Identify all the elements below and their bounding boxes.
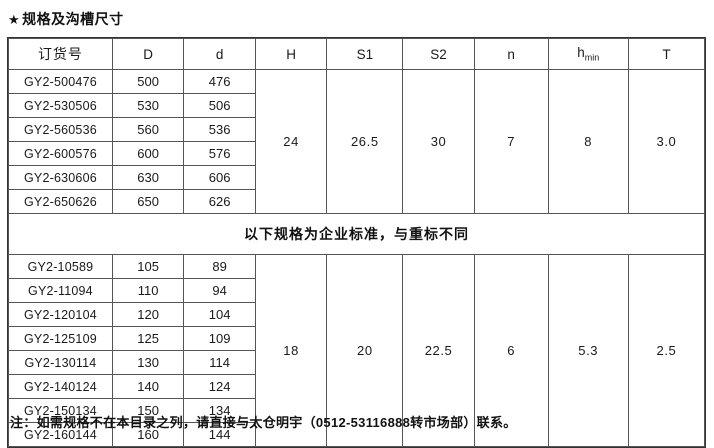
table-row: GY2-530506 530 506 bbox=[8, 93, 705, 118]
cell-d: 144 bbox=[183, 422, 256, 447]
cell-D: 110 bbox=[111, 278, 185, 303]
column-header-S1: S1 bbox=[326, 38, 404, 70]
table-row: GY2-630606 630 606 bbox=[8, 165, 705, 190]
cell-code: GY2-500476 bbox=[8, 69, 113, 94]
cell-code: GY2-600576 bbox=[8, 141, 113, 166]
cell-code: GY2-10589 bbox=[8, 254, 113, 279]
cell-S1-merged: 26.5 bbox=[326, 69, 404, 214]
spec-table: 订货号 D d H S1 S2 n hmin T GY2-500476 500 … bbox=[8, 38, 706, 447]
column-header-hmin: hmin bbox=[547, 38, 629, 70]
cell-H-merged: 18 bbox=[254, 254, 328, 447]
cell-code: GY2-630606 bbox=[8, 165, 113, 190]
column-header-S2: S2 bbox=[402, 38, 475, 70]
cell-d: 89 bbox=[183, 254, 256, 279]
cell-d: 109 bbox=[183, 326, 256, 351]
column-header-H: H bbox=[254, 38, 328, 70]
page-title-text: 规格及沟槽尺寸 bbox=[22, 11, 124, 27]
table-row: GY2-650626 650 626 bbox=[8, 189, 705, 214]
cell-n-merged: 6 bbox=[473, 254, 549, 447]
cell-D: 140 bbox=[111, 374, 185, 399]
column-header-T: T bbox=[627, 38, 706, 70]
cell-hmin-merged: 5.3 bbox=[547, 254, 629, 447]
table-row: GY2-150134 150 134 bbox=[8, 398, 705, 423]
cell-code: GY2-530506 bbox=[8, 93, 113, 118]
table-row: GY2-500476 500 476 24 26.5 30 7 8 3.0 bbox=[8, 69, 706, 214]
cell-d: 626 bbox=[183, 189, 256, 214]
cell-d: 506 bbox=[183, 93, 256, 118]
header-row: 订货号 D d H S1 S2 n hmin T bbox=[8, 38, 706, 70]
table-row: GY2-600576 600 576 bbox=[8, 141, 705, 166]
column-header-n: n bbox=[473, 38, 549, 70]
table-row: GY2-130114 130 114 bbox=[8, 350, 705, 375]
cell-d: 124 bbox=[183, 374, 256, 399]
cell-D: 120 bbox=[111, 302, 185, 327]
table-row: GY2-120104 120 104 bbox=[8, 302, 705, 327]
column-header-code: 订货号 bbox=[8, 38, 113, 70]
cell-S1-merged: 20 bbox=[326, 254, 404, 447]
cell-d: 576 bbox=[183, 141, 256, 166]
cell-D: 500 bbox=[111, 69, 185, 94]
cell-hmin-merged: 8 bbox=[547, 69, 629, 214]
cell-code: GY2-150134 bbox=[8, 398, 113, 423]
cell-T-merged: 2.5 bbox=[627, 254, 706, 447]
cell-n-merged: 7 bbox=[473, 69, 549, 214]
cell-D: 600 bbox=[111, 141, 185, 166]
cell-d: 476 bbox=[183, 69, 256, 94]
cell-D: 130 bbox=[111, 350, 185, 375]
separator-note-text: 以下规格为企业标准，与重标不同 bbox=[8, 213, 705, 255]
cell-code: GY2-140124 bbox=[8, 374, 113, 399]
table-row: GY2-125109 125 109 bbox=[8, 326, 705, 351]
cell-D: 160 bbox=[111, 422, 185, 447]
table-separator-note-row: 以下规格为企业标准，与重标不同 bbox=[8, 213, 705, 255]
spec-table-container: 订货号 D d H S1 S2 n hmin T GY2-500476 500 … bbox=[7, 37, 706, 448]
star-icon: ★ bbox=[8, 12, 21, 27]
cell-D: 530 bbox=[111, 93, 185, 118]
cell-S2-merged: 30 bbox=[402, 69, 475, 214]
table-header: 订货号 D d H S1 S2 n hmin T bbox=[8, 38, 706, 70]
cell-d: 114 bbox=[183, 350, 256, 375]
table-body: GY2-500476 500 476 24 26.5 30 7 8 3.0 GY… bbox=[8, 69, 706, 447]
column-header-D: D bbox=[111, 38, 185, 70]
cell-d: 104 bbox=[183, 302, 256, 327]
cell-D: 150 bbox=[111, 398, 185, 423]
cell-D: 650 bbox=[111, 189, 185, 214]
cell-S2-merged: 22.5 bbox=[402, 254, 475, 447]
cell-T-merged: 3.0 bbox=[627, 69, 706, 214]
cell-D: 105 bbox=[111, 254, 185, 279]
cell-d: 606 bbox=[183, 165, 256, 190]
column-header-d: d bbox=[183, 38, 256, 70]
cell-code: GY2-120104 bbox=[8, 302, 113, 327]
cell-code: GY2-650626 bbox=[8, 189, 113, 214]
cell-D: 630 bbox=[111, 165, 185, 190]
hmin-base: h bbox=[577, 45, 585, 61]
cell-D: 125 bbox=[111, 326, 185, 351]
hmin-subscript: min bbox=[584, 52, 600, 63]
page-title: ★ 规格及沟槽尺寸 bbox=[8, 9, 124, 29]
cell-H-merged: 24 bbox=[254, 69, 328, 214]
cell-D: 560 bbox=[111, 117, 185, 142]
cell-code: GY2-11094 bbox=[8, 278, 113, 303]
cell-d: 536 bbox=[183, 117, 256, 142]
cell-code: GY2-130114 bbox=[8, 350, 113, 375]
table-row: GY2-560536 560 536 bbox=[8, 117, 705, 142]
cell-code: GY2-560536 bbox=[8, 117, 113, 142]
cell-code: GY2-125109 bbox=[8, 326, 113, 351]
table-row: GY2-11094 110 94 bbox=[8, 278, 705, 303]
cell-d: 94 bbox=[183, 278, 256, 303]
footer-note: 注：如需规格不在本目录之列，请直接与太仓明宇（0512-53116888转市场部… bbox=[10, 415, 517, 430]
cell-d: 134 bbox=[183, 398, 256, 423]
table-row: GY2-10589 105 89 18 20 22.5 6 5.3 2.5 bbox=[8, 254, 706, 447]
